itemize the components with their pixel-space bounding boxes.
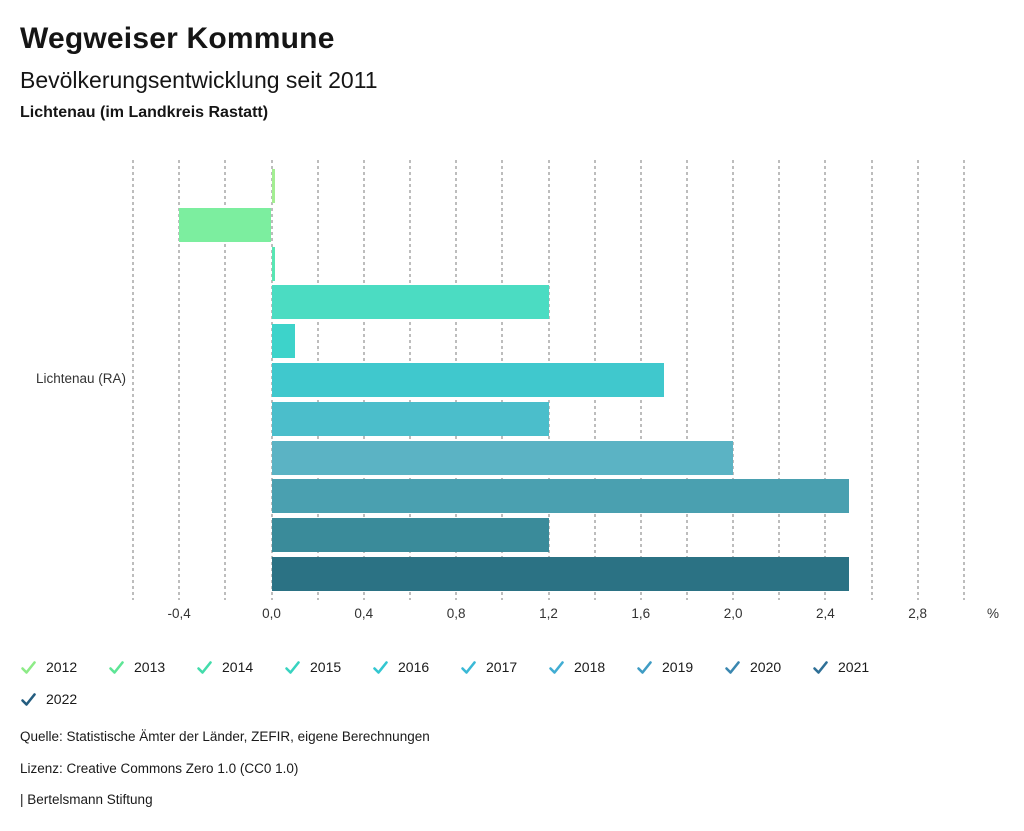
legend-item-2014[interactable]: 2014 (196, 656, 253, 678)
bar-2018[interactable] (271, 401, 549, 436)
bar-2016[interactable] (271, 324, 295, 359)
bar-2017[interactable] (271, 363, 664, 397)
x-tick-label: 2,8 (908, 606, 928, 621)
bar-2019[interactable] (271, 440, 734, 475)
check-icon (637, 660, 652, 674)
x-tick-label: 2,0 (723, 606, 743, 621)
x-tick-label: -0,4 (167, 606, 191, 621)
bar-2012[interactable] (271, 169, 275, 203)
gridline (178, 160, 181, 600)
bar-2014[interactable] (271, 246, 275, 281)
chart-location-label: Lichtenau (im Landkreis Rastatt) (20, 104, 269, 121)
check-icon (373, 660, 388, 674)
legend-year-label: 2019 (662, 659, 694, 675)
legend-year-label: 2018 (574, 659, 606, 675)
check-icon (461, 660, 476, 674)
bar-2020[interactable] (271, 479, 849, 514)
chart-title: Bevölkerungsentwicklung seit 2011 (20, 67, 378, 93)
check-icon (725, 660, 740, 674)
gridline (224, 160, 227, 600)
legend-item-2021[interactable]: 2021 (812, 656, 869, 678)
check-icon (21, 660, 36, 674)
x-tick-label: 1,2 (539, 606, 558, 621)
legend-year-label: 2021 (838, 659, 870, 675)
license-text: Lizenz: Creative Commons Zero 1.0 (CC0 1… (20, 761, 299, 776)
legend-item-2019[interactable]: 2019 (636, 656, 693, 678)
legend-year-label: 2012 (46, 659, 78, 675)
legend-year-label: 2016 (398, 659, 430, 675)
attribution-text: | Bertelsmann Stiftung (20, 792, 153, 807)
check-icon (813, 660, 828, 674)
gridline (778, 160, 781, 600)
bar-chart: -0,4 0,0 0,4 0,8 1,2 1,6 2,0 2,4 2,8 % Lichtenau… (0, 160, 1024, 630)
gridline (916, 160, 919, 600)
x-axis-unit-label: % (986, 606, 999, 621)
gridline (685, 160, 688, 600)
bar-2022[interactable] (271, 557, 849, 591)
page-title: Wegweiser Kommune (20, 22, 335, 55)
check-icon (197, 660, 212, 674)
legend-item-2012[interactable]: 2012 (20, 656, 77, 678)
gridline (824, 160, 827, 600)
bar-2013[interactable] (179, 207, 272, 242)
x-tick-label: 0,4 (354, 606, 374, 621)
legend-year-label: 2020 (750, 659, 782, 675)
gridline (962, 160, 965, 600)
bar-2015[interactable] (271, 285, 549, 320)
gridline (732, 160, 735, 600)
legend-year-label: 2014 (222, 659, 254, 675)
x-tick-label: 0,0 (262, 606, 281, 621)
legend-item-2013[interactable]: 2013 (108, 656, 165, 678)
legend-year-label: 2015 (310, 659, 342, 675)
x-tick-label: 2,4 (816, 606, 835, 621)
legend-item-2017[interactable]: 2017 (460, 656, 517, 678)
check-icon (285, 660, 300, 674)
check-icon (21, 692, 36, 706)
source-text: Quelle: Statistische Ämter der Länder, Z… (20, 729, 430, 744)
legend-year-label: 2022 (46, 691, 78, 707)
legend-item-2015[interactable]: 2015 (284, 656, 341, 678)
gridline (870, 160, 873, 600)
legend-item-2016[interactable]: 2016 (372, 656, 429, 678)
legend-item-2020[interactable]: 2020 (724, 656, 781, 678)
x-tick-label: 0,8 (446, 606, 466, 621)
check-icon (109, 660, 124, 674)
x-tick-label: 1,6 (631, 606, 651, 621)
check-icon (549, 660, 564, 674)
legend-year-label: 2013 (134, 659, 166, 675)
legend-year-label: 2017 (486, 659, 518, 675)
bar-2021[interactable] (271, 518, 549, 553)
legend-item-2018[interactable]: 2018 (548, 656, 605, 678)
gridline (132, 160, 134, 600)
y-axis-category-label: Lichtenau (RA) (35, 371, 126, 386)
legend-item-2022[interactable]: 2022 (20, 688, 77, 710)
